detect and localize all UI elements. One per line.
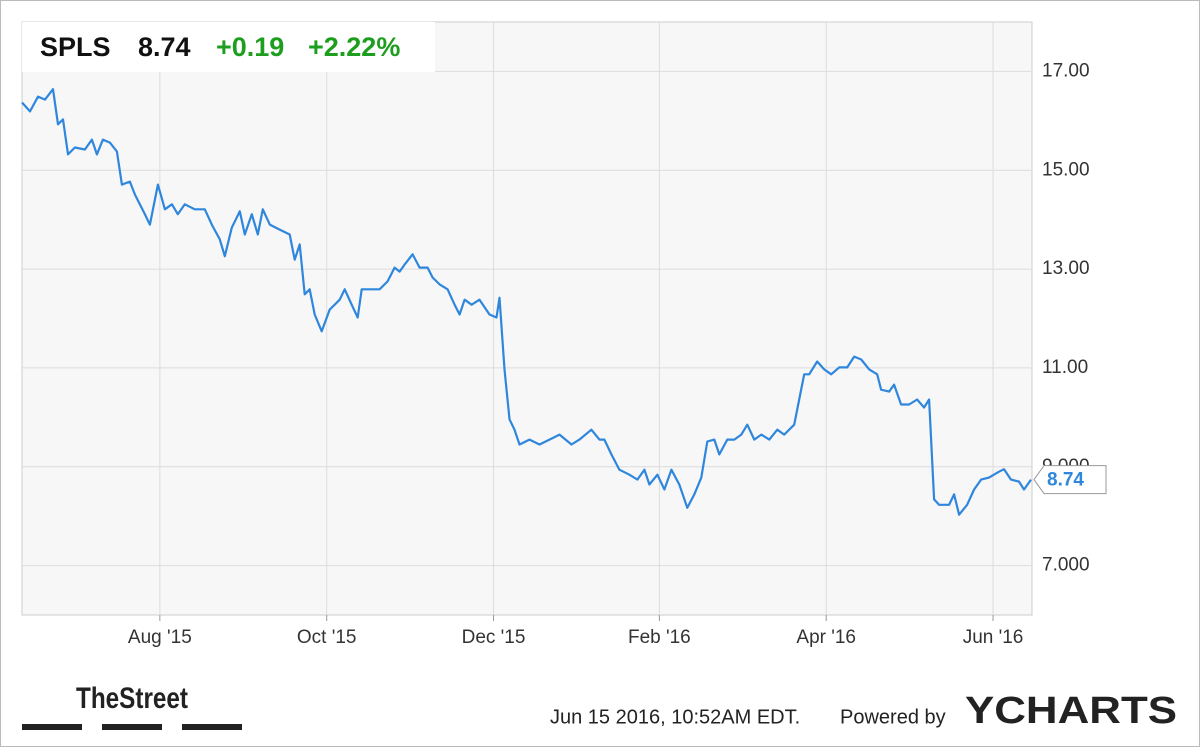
y-tick-label: 13.00: [1042, 258, 1090, 279]
logo-bar: [22, 724, 82, 730]
plot-area: [21, 21, 1033, 616]
symbol: SPLS: [40, 32, 111, 62]
price: 8.74: [138, 32, 191, 62]
powered-by: Powered by: [840, 706, 946, 728]
change: +0.19: [216, 32, 284, 62]
y-tick-label: 7.000: [1042, 555, 1090, 576]
logo-bar: [182, 724, 242, 730]
change-percent: +2.22%: [308, 32, 400, 62]
x-tick-label: Aug '15: [128, 627, 192, 648]
x-tick-label: Oct '15: [297, 627, 357, 648]
y-tick-label: 17.00: [1042, 60, 1090, 81]
timestamp: Jun 15 2016, 10:52AM EDT.: [550, 706, 800, 728]
last-value-box: [1033, 465, 1107, 495]
y-tick-label: 11.00: [1042, 357, 1088, 378]
y-tick-label: 15.00: [1042, 159, 1090, 180]
brand: YCHARTS: [965, 690, 1177, 732]
logo-bar: [102, 724, 162, 730]
quote-box: [22, 22, 435, 72]
logo: TheStreet: [76, 682, 188, 715]
x-tick-label: Jun '16: [963, 627, 1024, 648]
last-value-label: 8.74: [1047, 470, 1084, 491]
price-line: [21, 88, 1032, 516]
x-tick-label: Dec '15: [462, 627, 526, 648]
x-tick-label: Apr '16: [796, 627, 856, 648]
x-tick-label: Feb '16: [628, 627, 691, 648]
